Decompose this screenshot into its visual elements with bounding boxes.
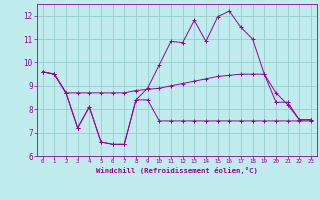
X-axis label: Windchill (Refroidissement éolien,°C): Windchill (Refroidissement éolien,°C) [96, 167, 258, 174]
